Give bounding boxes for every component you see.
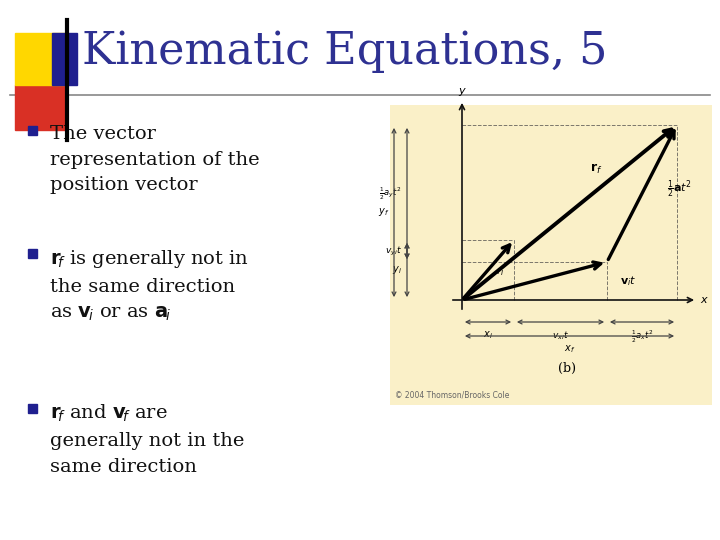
Text: The vector
representation of the
position vector: The vector representation of the positio… xyxy=(50,125,260,194)
Text: $\mathbf{r}_f$: $\mathbf{r}_f$ xyxy=(590,162,602,176)
Text: $\mathbf{v}_i t$: $\mathbf{v}_i t$ xyxy=(620,274,636,288)
Text: y: y xyxy=(459,86,465,96)
Bar xyxy=(15,85,67,130)
Bar xyxy=(28,249,37,258)
Text: $y_i$: $y_i$ xyxy=(392,264,402,276)
Text: $\frac{1}{2}a_y t^2$: $\frac{1}{2}a_y t^2$ xyxy=(379,185,402,202)
Text: $r_i$: $r_i$ xyxy=(495,265,504,278)
Text: © 2004 Thomson/Brooks Cole: © 2004 Thomson/Brooks Cole xyxy=(395,391,509,400)
Text: (b): (b) xyxy=(558,362,576,375)
Bar xyxy=(28,126,37,135)
Text: $v_{xi}t$: $v_{xi}t$ xyxy=(552,329,569,341)
Text: $y_f$: $y_f$ xyxy=(378,206,389,219)
Bar xyxy=(390,105,712,405)
Text: x: x xyxy=(700,295,706,305)
Text: $\mathbf{r}_{\!\mathit{f}}$ and $\mathbf{v}_{\!\mathit{f}}$ are
generally not in: $\mathbf{r}_{\!\mathit{f}}$ and $\mathbf… xyxy=(50,403,244,476)
Text: $\frac{1}{2}\mathbf{a}t^2$: $\frac{1}{2}\mathbf{a}t^2$ xyxy=(667,178,692,200)
Bar xyxy=(15,33,67,85)
Bar xyxy=(28,404,37,413)
Bar xyxy=(52,33,77,85)
Text: Kinematic Equations, 5: Kinematic Equations, 5 xyxy=(82,29,608,72)
Text: $v_{yi}t$: $v_{yi}t$ xyxy=(385,245,402,258)
Text: $x_f$: $x_f$ xyxy=(564,343,575,355)
Text: $\frac{1}{2}a_x t^2$: $\frac{1}{2}a_x t^2$ xyxy=(631,329,653,346)
Text: $x_i$: $x_i$ xyxy=(483,329,493,341)
Text: $\mathbf{r}_{\!\mathit{f}}$ is generally not in
the same direction
as $\mathbf{v: $\mathbf{r}_{\!\mathit{f}}$ is generally… xyxy=(50,248,249,323)
